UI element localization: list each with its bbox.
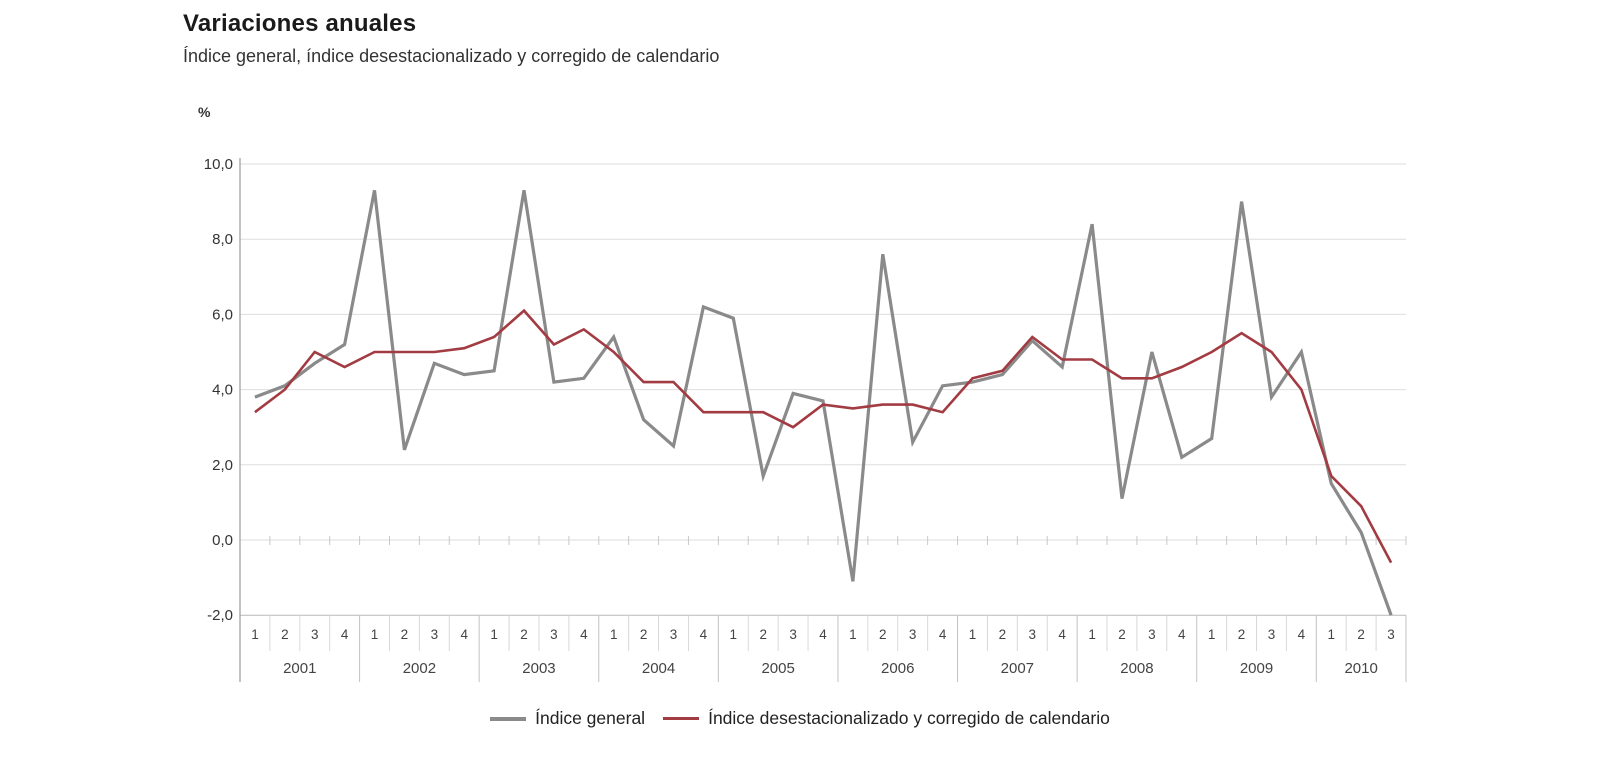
year-label: 2002 [403,660,436,677]
series-line-indice-general [254,189,1393,616]
y-tick-label: 4,0 [212,382,233,399]
quarter-label: 3 [1148,627,1156,642]
quarter-label: 4 [1298,627,1306,642]
series-line-indice-desestacionalizado [254,308,1393,564]
quarter-label: 3 [311,627,319,642]
legend-swatch-indice-desestacionalizado [663,717,700,720]
quarter-label: 1 [610,627,618,642]
quarter-label: 2 [281,627,289,642]
quarter-label: 4 [1058,627,1066,642]
year-label: 2007 [1001,660,1034,677]
quarter-label: 2 [879,627,887,642]
quarter-label: 3 [1387,627,1395,642]
page-title: Variaciones anuales [183,10,417,37]
quarter-label: 1 [730,627,738,642]
quarter-label: 4 [580,627,588,642]
quarter-label: 4 [700,627,708,642]
year-label: 2003 [522,660,555,677]
year-label: 2010 [1344,660,1377,677]
y-tick-label: 2,0 [212,457,233,474]
quarter-label: 1 [1088,627,1096,642]
quarter-label: 3 [550,627,558,642]
quarter-label: 4 [939,627,947,642]
quarter-label: 3 [670,627,678,642]
quarter-label: 2 [999,627,1007,642]
y-tick-label: 6,0 [212,306,233,323]
year-label: 2004 [642,660,675,677]
quarter-label: 2 [1118,627,1126,642]
legend-item-indice-general: Índice general [490,708,645,729]
quarter-label: 2 [1357,627,1365,642]
quarter-label: 2 [401,627,409,642]
year-label: 2008 [1120,660,1153,677]
page-subtitle: Índice general, índice desestacionalizad… [183,46,720,66]
quarter-label: 2 [640,627,648,642]
quarter-label: 1 [849,627,857,642]
quarter-label: 2 [759,627,767,642]
quarter-label: 1 [1327,627,1335,642]
quarter-label: 2 [520,627,528,642]
year-label: 2005 [761,660,794,677]
quarter-label: 1 [969,627,977,642]
legend-swatch-indice-general [490,716,527,721]
y-axis-unit-label: % [198,104,211,120]
legend-label-indice-general: Índice general [535,708,646,728]
quarter-label: 1 [1208,627,1216,642]
year-label: 2001 [283,660,316,677]
quarter-label: 1 [371,627,379,642]
quarter-label: 2 [1238,627,1246,642]
quarter-label: 1 [490,627,498,642]
y-tick-label: 0,0 [212,532,233,549]
legend-item-indice-desestacionalizado: Índice desestacionalizado y corregido de… [663,708,1110,729]
quarter-label: 3 [1029,627,1037,642]
quarter-label: 4 [460,627,468,642]
quarter-label: 3 [789,627,797,642]
quarter-label: 1 [251,627,259,642]
y-tick-label: 8,0 [212,231,233,248]
y-tick-label: 10,0 [204,156,233,173]
legend-label-indice-desestacionalizado: Índice desestacionalizado y corregido de… [708,708,1110,728]
year-label: 2009 [1240,660,1273,677]
quarter-label: 4 [819,627,827,642]
quarter-label: 4 [1178,627,1186,642]
legend: Índice general Índice desestacionalizado… [0,708,1600,729]
quarter-label: 4 [341,627,349,642]
quarter-label: 3 [1268,627,1276,642]
line-chart: 10,0 8,0 6,0 4,0 2,0 0,0 -2,0 1 2 3 4 2001 1 2 3 4 2002 1… [204,156,1407,682]
quarter-label: 3 [431,627,439,642]
y-tick-label: -2,0 [207,607,233,624]
quarter-label: 3 [909,627,917,642]
year-label: 2006 [881,660,914,677]
